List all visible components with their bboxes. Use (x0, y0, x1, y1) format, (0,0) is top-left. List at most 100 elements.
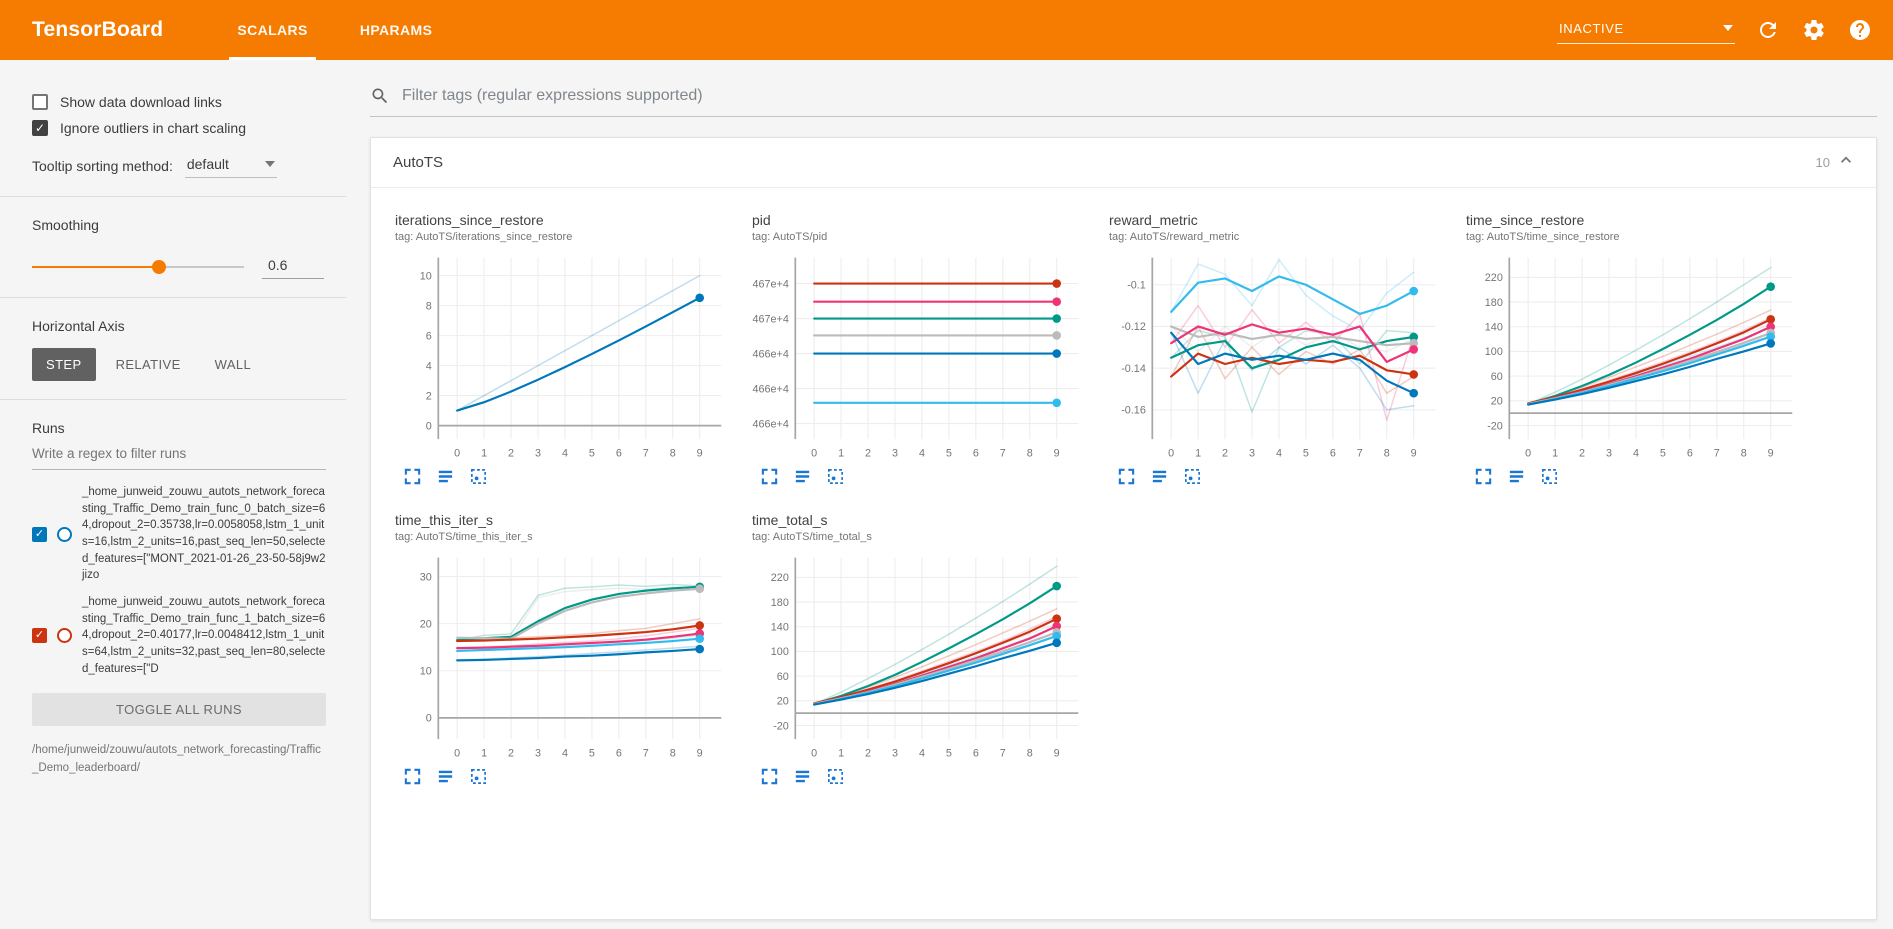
svg-text:20: 20 (777, 696, 789, 708)
smoothing-slider[interactable] (32, 260, 244, 274)
tab-scalars[interactable]: SCALARS (211, 0, 333, 60)
svg-text:-20: -20 (1487, 420, 1503, 432)
main-content: AutoTS 10 iterations_since_restore tag: … (346, 60, 1893, 929)
svg-text:0: 0 (811, 747, 817, 759)
chart-card: time_since_restore tag: AutoTS/time_sinc… (1466, 212, 1811, 486)
expand-chart-icon[interactable] (403, 467, 422, 486)
svg-text:3: 3 (1249, 447, 1255, 459)
reload-status-dropdown[interactable]: INACTIVE (1557, 17, 1735, 44)
settings-gear-icon[interactable] (1801, 17, 1827, 43)
app-title: TensorBoard (32, 18, 164, 41)
svg-text:6: 6 (1330, 447, 1336, 459)
chart-plot[interactable]: 2.467e+4 2.467e+4 2.466e+4 2.466e+4 2.466e+4… (752, 249, 1087, 465)
chart-plot[interactable]: 30 20 10 0 0 1 2 3 4 5 6 7 8 9 (395, 549, 730, 765)
fit-domain-icon[interactable] (1540, 467, 1559, 486)
chart-tag: tag: AutoTS/time_since_restore (1466, 231, 1620, 243)
svg-text:60: 60 (777, 671, 789, 683)
chart-title: iterations_since_restore (395, 212, 544, 228)
svg-text:1: 1 (1195, 447, 1201, 459)
svg-text:220: 220 (1485, 272, 1503, 284)
run-item[interactable]: ✓ _home_junweid_zouwu_autots_network_for… (32, 594, 326, 677)
chart-card: reward_metric tag: AutoTS/reward_metric … (1109, 212, 1454, 486)
expand-chart-icon[interactable] (760, 467, 779, 486)
chart-plot[interactable]: 0 2 4 6 8 10 0 1 2 3 4 5 6 7 8 9 (395, 249, 730, 465)
tooltip-sort-dropdown[interactable]: default (184, 154, 277, 178)
svg-text:6: 6 (426, 330, 432, 342)
run-checkbox[interactable]: ✓ (32, 628, 47, 644)
run-checkbox[interactable]: ✓ (32, 526, 47, 542)
svg-text:1: 1 (838, 747, 844, 759)
smoothing-value-input[interactable]: 0.6 (262, 255, 324, 279)
svg-text:0: 0 (811, 447, 817, 459)
chart-tag: tag: AutoTS/time_this_iter_s (395, 531, 533, 543)
run-table-icon[interactable] (793, 767, 812, 786)
refresh-icon[interactable] (1755, 17, 1781, 43)
svg-text:5: 5 (946, 747, 952, 759)
checkbox-unchecked[interactable] (32, 94, 48, 110)
tag-filter-input[interactable] (402, 87, 1877, 105)
chevron-up-icon[interactable] (1838, 152, 1854, 173)
chart-plot[interactable]: 220 180 140 100 60 20 -20 0 1 2 3 4 5 6 7 8 9 (1466, 249, 1801, 465)
svg-text:1: 1 (838, 447, 844, 459)
runs-label: Runs (32, 420, 65, 436)
svg-text:6: 6 (616, 747, 622, 759)
caret-down-icon (264, 161, 275, 167)
svg-text:8: 8 (670, 447, 676, 459)
run-table-icon[interactable] (793, 467, 812, 486)
expand-chart-icon[interactable] (1474, 467, 1493, 486)
svg-text:8: 8 (670, 747, 676, 759)
run-table-icon[interactable] (1150, 467, 1169, 486)
svg-text:-0.14: -0.14 (1121, 363, 1146, 375)
run-table-icon[interactable] (436, 767, 455, 786)
fit-domain-icon[interactable] (826, 467, 845, 486)
run-radio[interactable] (57, 628, 72, 644)
svg-text:3: 3 (892, 747, 898, 759)
toggle-all-runs-button[interactable]: TOGGLE ALL RUNS (32, 693, 326, 727)
chart-toolbar (752, 467, 1097, 486)
autots-card-header[interactable]: AutoTS 10 (371, 138, 1876, 188)
svg-text:10: 10 (420, 666, 432, 678)
checkbox-checked[interactable]: ✓ (32, 120, 48, 136)
run-table-icon[interactable] (436, 467, 455, 486)
svg-text:6: 6 (973, 447, 979, 459)
runs-filter-input[interactable] (32, 440, 326, 470)
expand-chart-icon[interactable] (403, 767, 422, 786)
ignore-outliers-checkbox[interactable]: ✓ Ignore outliers in chart scaling (32, 120, 326, 136)
svg-text:8: 8 (1027, 447, 1033, 459)
svg-text:0: 0 (454, 747, 460, 759)
smoothing-slider-thumb[interactable] (152, 260, 167, 274)
chart-tag: tag: AutoTS/pid (752, 231, 828, 243)
svg-text:-20: -20 (773, 720, 789, 732)
run-radio[interactable] (57, 526, 72, 542)
run-table-icon[interactable] (1507, 467, 1526, 486)
run-item[interactable]: ✓ _home_junweid_zouwu_autots_network_for… (32, 484, 326, 584)
expand-chart-icon[interactable] (1117, 467, 1136, 486)
fit-domain-icon[interactable] (826, 767, 845, 786)
sidebar: Show data download links ✓ Ignore outlie… (0, 60, 346, 929)
chart-plot[interactable]: -0.1 -0.12 -0.14 -0.16 0 1 2 3 4 5 6 7 8 9 (1109, 249, 1444, 465)
svg-text:9: 9 (1411, 447, 1417, 459)
fit-domain-icon[interactable] (469, 767, 488, 786)
chart-tag: tag: AutoTS/time_total_s (752, 531, 872, 543)
fit-domain-icon[interactable] (469, 467, 488, 486)
expand-chart-icon[interactable] (760, 767, 779, 786)
caret-down-icon (1723, 25, 1733, 31)
axis-relative-button[interactable]: RELATIVE (115, 357, 181, 372)
show-download-links-checkbox[interactable]: Show data download links (32, 94, 326, 110)
svg-text:5: 5 (1660, 447, 1666, 459)
axis-step-button[interactable]: STEP (32, 348, 96, 381)
svg-text:5: 5 (589, 447, 595, 459)
svg-text:7: 7 (1357, 447, 1363, 459)
tooltip-sort-value: default (186, 156, 229, 172)
axis-wall-button[interactable]: WALL (214, 357, 252, 372)
svg-text:7: 7 (1000, 747, 1006, 759)
help-icon[interactable] (1847, 17, 1873, 43)
tab-hparams[interactable]: HPARAMS (359, 22, 433, 38)
svg-text:100: 100 (771, 646, 789, 658)
chart-plot[interactable]: 220 180 140 100 60 20 -20 0 1 2 3 4 5 6 7 8 9 (752, 549, 1087, 765)
svg-text:-0.12: -0.12 (1121, 321, 1146, 333)
svg-text:1: 1 (481, 747, 487, 759)
svg-text:3: 3 (535, 747, 541, 759)
svg-text:1: 1 (481, 447, 487, 459)
fit-domain-icon[interactable] (1183, 467, 1202, 486)
